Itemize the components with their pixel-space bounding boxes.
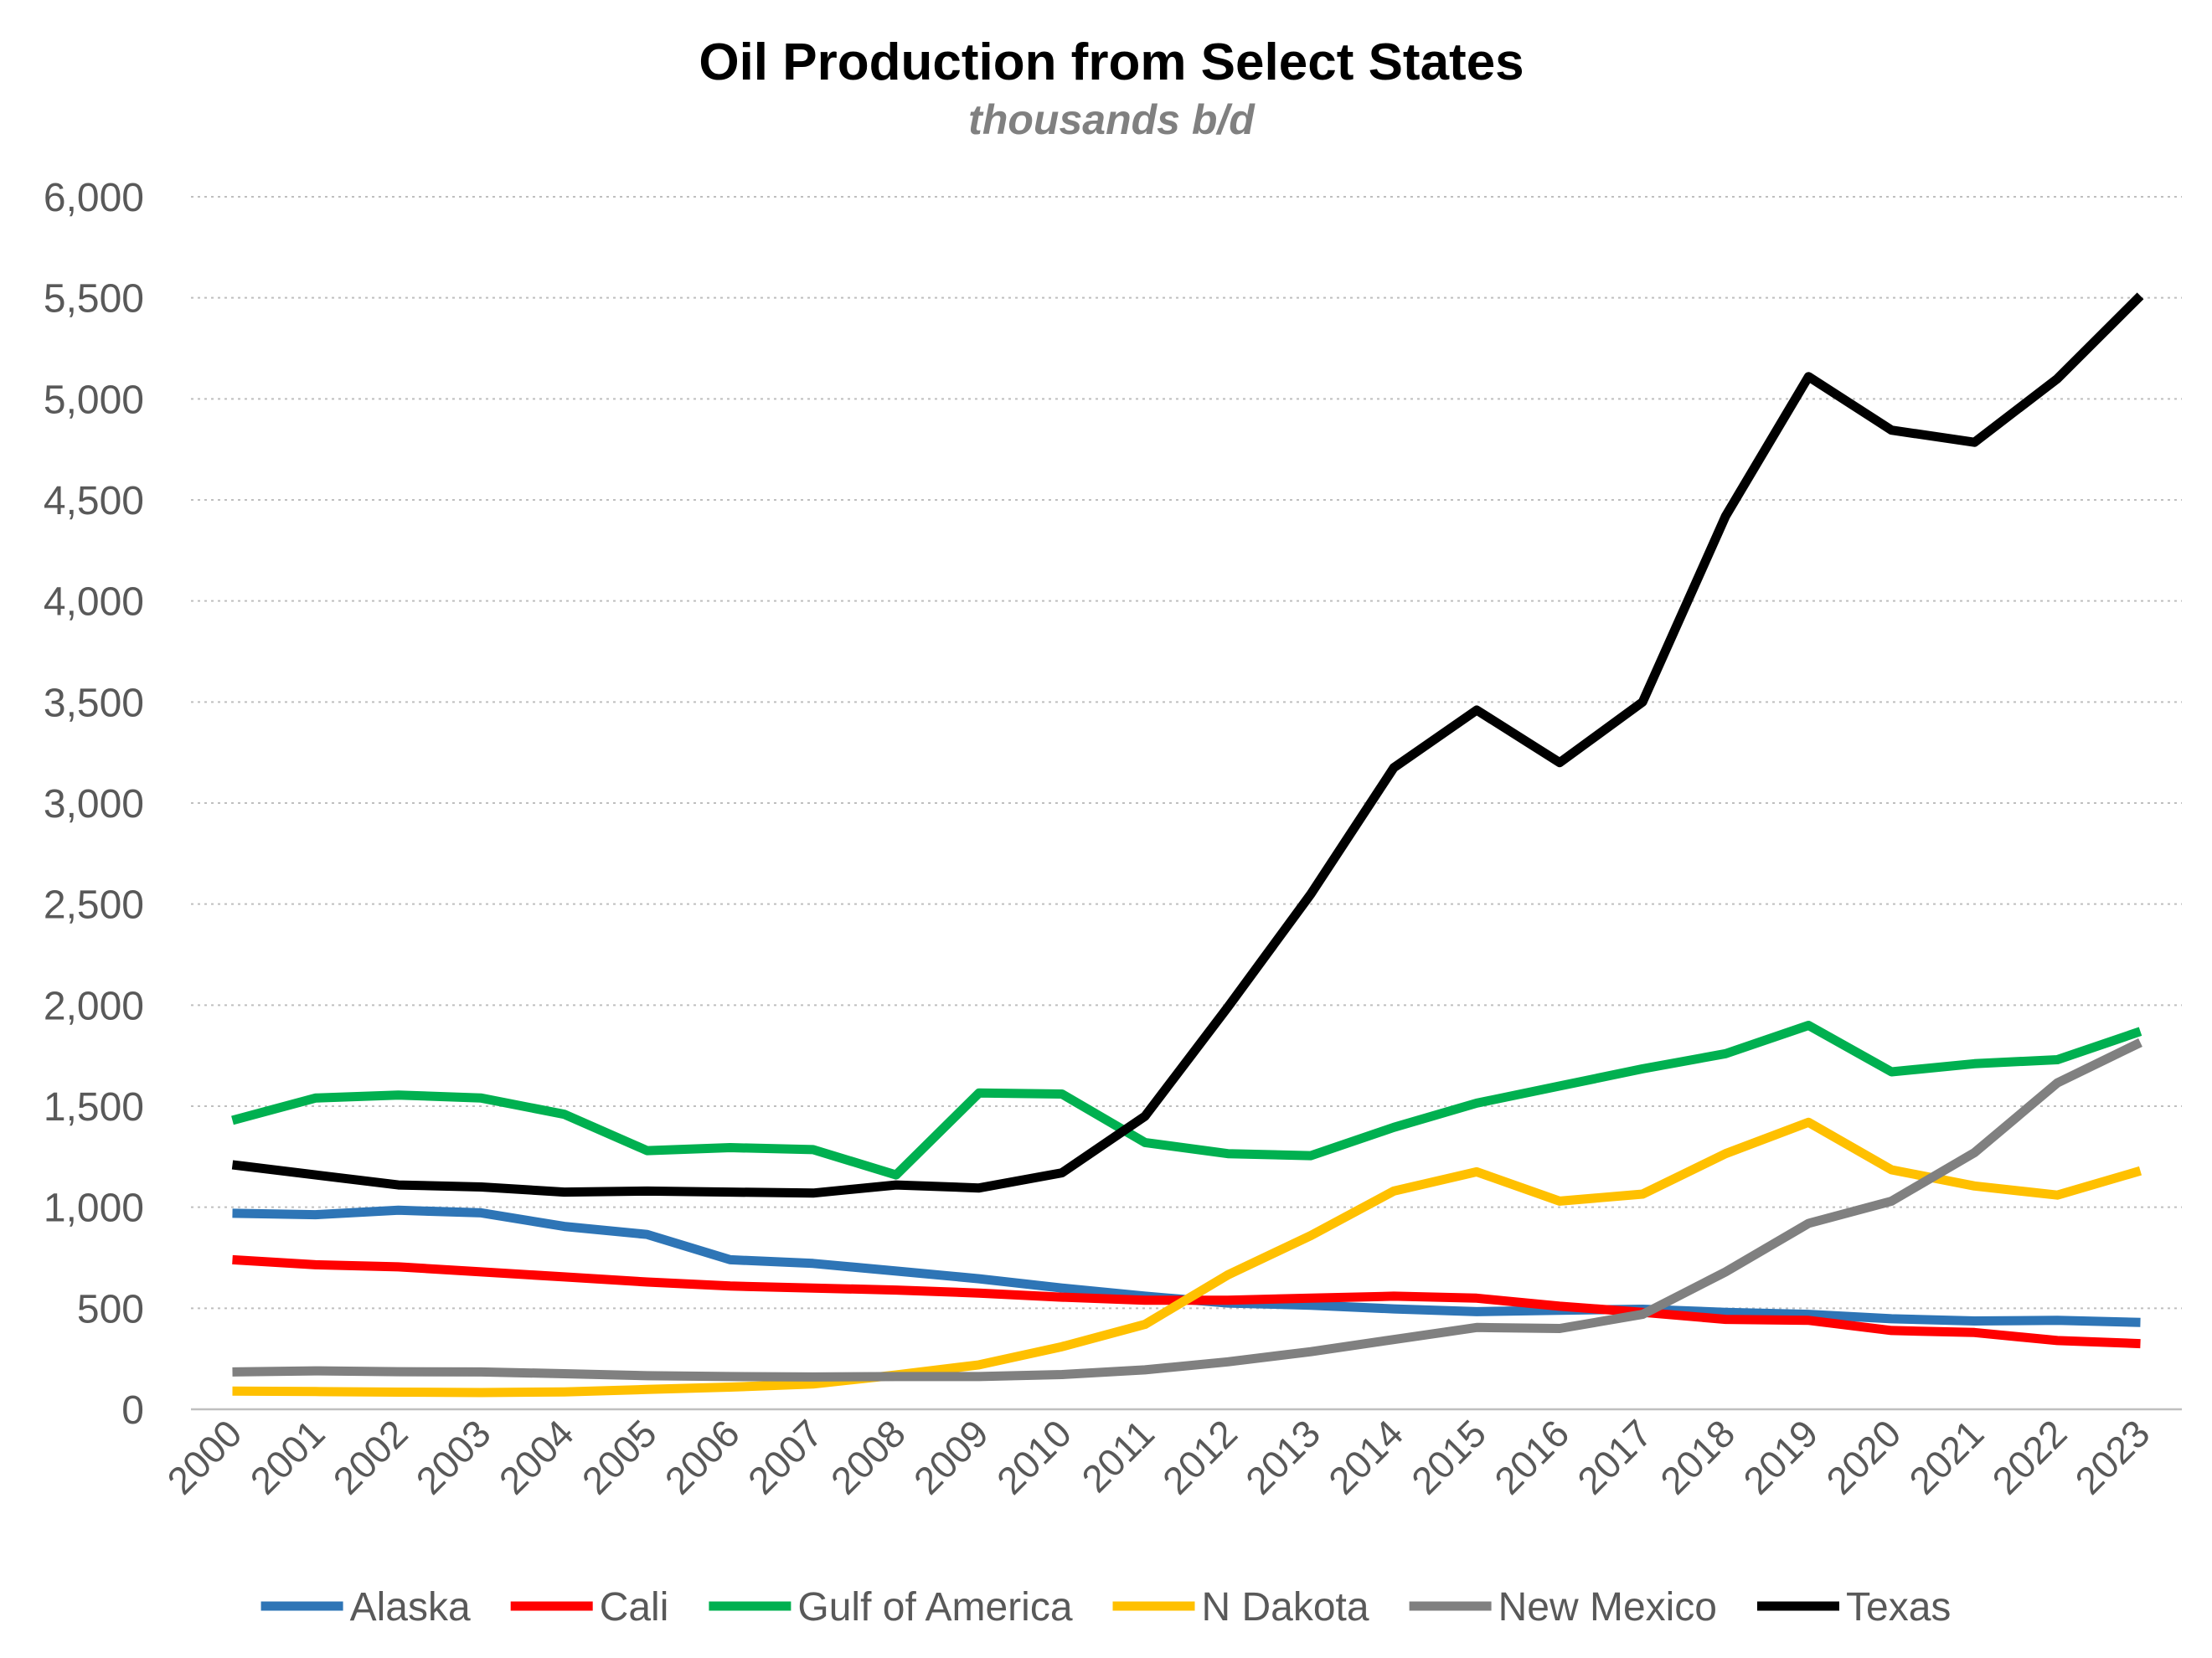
x-tick-label: 2014 xyxy=(1320,1411,1411,1502)
series-line-n-dakota xyxy=(232,1117,2142,1398)
y-tick-label: 5,500 xyxy=(44,277,144,322)
series-line-new-mexico xyxy=(232,1038,2142,1382)
x-tick-label: 2020 xyxy=(1818,1411,1909,1502)
x-tick-label: 2022 xyxy=(1983,1411,2075,1502)
y-tick-label: 1,500 xyxy=(44,1085,144,1130)
legend-item-alaska: Alaska xyxy=(260,1585,471,1630)
y-tick-label: 5,000 xyxy=(44,378,144,422)
chart-subtitle: thousands b/d xyxy=(968,96,1256,143)
legend-label: N Dakota xyxy=(1202,1585,1369,1630)
x-tick-label: 2011 xyxy=(1073,1411,1163,1501)
x-tick-label: 2023 xyxy=(2066,1411,2158,1502)
x-tick-label: 2002 xyxy=(325,1411,416,1502)
x-tick-label: 2019 xyxy=(1735,1411,1826,1502)
series-line-texas xyxy=(231,292,2144,1198)
series-lines xyxy=(231,292,2144,1398)
y-tick-label: 500 xyxy=(77,1287,144,1331)
x-tick-label: 2006 xyxy=(657,1411,748,1502)
series-line-gulf-of-america xyxy=(231,1021,2142,1180)
x-tick-label: 2010 xyxy=(988,1411,1080,1502)
x-tick-label: 2008 xyxy=(822,1411,914,1502)
x-axis-ticks: 2000200120022003200420052006200720082009… xyxy=(158,1411,2158,1502)
gridlines xyxy=(191,196,2182,1411)
legend-item-cali: Cali xyxy=(510,1585,669,1630)
y-tick-label: 2,500 xyxy=(44,883,144,928)
legend: Alaska Cali Gulf of America N Dakota New Mex… xyxy=(260,1585,1951,1630)
y-tick-label: 3,000 xyxy=(44,782,144,826)
x-tick-label: 2000 xyxy=(158,1411,250,1502)
series-line-alaska xyxy=(232,1205,2141,1327)
y-tick-label: 4,500 xyxy=(44,479,144,523)
x-tick-label: 2005 xyxy=(574,1411,665,1502)
legend-label: New Mexico xyxy=(1498,1585,1717,1630)
legend-label: Alaska xyxy=(350,1585,471,1630)
y-tick-label: 1,000 xyxy=(44,1187,144,1231)
x-tick-label: 2001 xyxy=(241,1411,333,1502)
chart-title: Oil Production from Select States xyxy=(699,33,1524,91)
y-tick-label: 0 xyxy=(121,1388,144,1433)
x-tick-label: 2017 xyxy=(1569,1411,1660,1502)
y-tick-label: 3,500 xyxy=(44,681,144,725)
x-tick-label: 2015 xyxy=(1403,1411,1494,1502)
x-tick-label: 2007 xyxy=(740,1411,831,1502)
x-tick-label: 2013 xyxy=(1237,1411,1328,1502)
legend-item-gulf-of-america: Gulf of America xyxy=(709,1585,1073,1630)
x-tick-label: 2012 xyxy=(1154,1411,1245,1502)
y-axis-ticks: 0 500 1,000 1,500 2,000 2,500 3,000 3,500 4,000 4… xyxy=(44,176,144,1433)
legend-label: Texas xyxy=(1846,1585,1951,1630)
x-tick-label: 2018 xyxy=(1652,1411,1743,1502)
legend-label: Cali xyxy=(600,1585,669,1630)
y-tick-label: 6,000 xyxy=(44,176,144,220)
x-tick-label: 2016 xyxy=(1486,1411,1577,1502)
y-tick-label: 4,000 xyxy=(44,580,144,625)
legend-item-n-dakota: N Dakota xyxy=(1112,1585,1369,1630)
y-tick-label: 2,000 xyxy=(44,984,144,1028)
x-tick-label: 2004 xyxy=(491,1411,582,1502)
x-tick-label: 2021 xyxy=(1900,1411,1992,1502)
legend-label: Gulf of America xyxy=(797,1585,1072,1630)
x-tick-label: 2009 xyxy=(905,1411,997,1502)
legend-item-new-mexico: New Mexico xyxy=(1409,1585,1717,1630)
x-tick-label: 2003 xyxy=(408,1411,499,1502)
legend-item-texas: Texas xyxy=(1757,1585,1951,1630)
